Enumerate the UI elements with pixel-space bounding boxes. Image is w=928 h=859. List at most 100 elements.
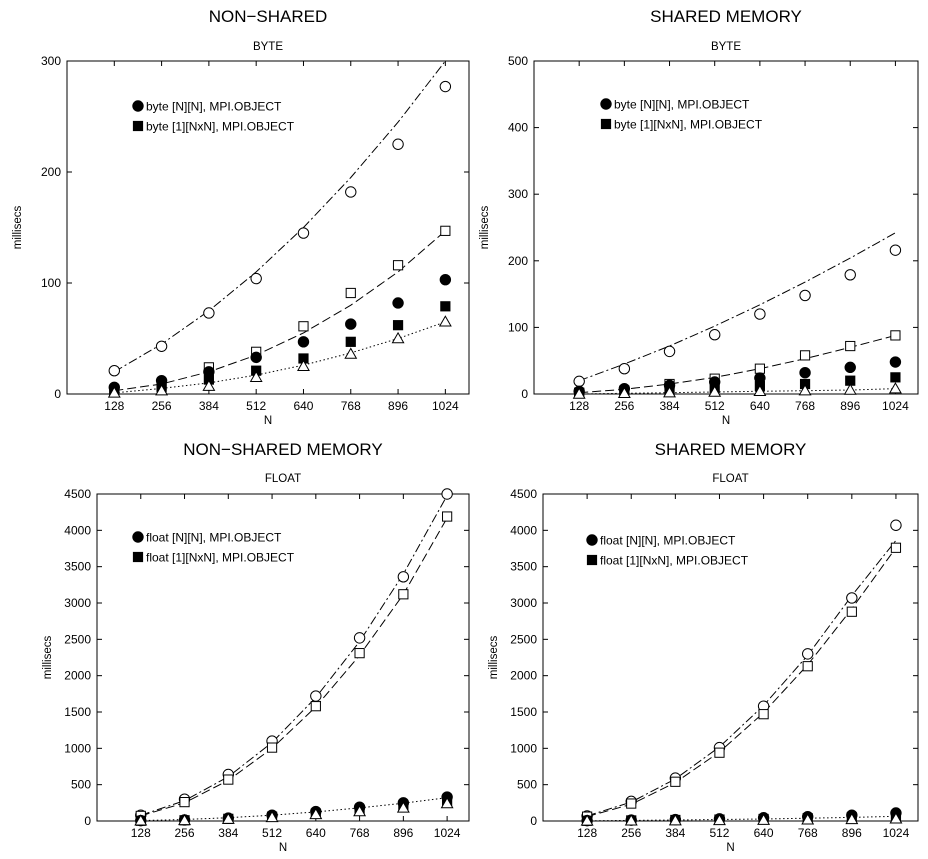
fit-line-dotted [587,815,896,822]
y-tick-label: 3000 [510,596,537,610]
y-tick-label: 200 [41,165,61,179]
data-point-open-circle [155,340,168,352]
data-point-open-triangle [249,370,263,383]
fit-line-dashed [579,334,896,394]
data-point-open-square [845,340,856,352]
data-point-open-triangle [155,384,169,396]
y-tick-label: 200 [508,254,528,268]
chart-title: SHARED MEMORY [650,7,802,26]
data-point-open-square [354,648,365,659]
plot-frame [533,60,919,395]
y-axis-label: millisecs [42,636,54,680]
data-point-open-square [714,747,725,758]
fit-line-dashdot [140,495,448,816]
data-point-open-circle [846,592,858,604]
x-tick-label: 512 [705,399,725,413]
data-point-open-square [754,363,765,374]
data-point-filled-square [345,336,356,347]
y-tick-label: 100 [41,276,61,290]
data-point-filled-circle [889,356,902,368]
legend-label: byte [N][N], MPI.OBJECT [614,98,750,112]
data-point-open-triangle [391,331,405,344]
data-point-open-square [670,776,681,787]
y-tick-label: 1500 [64,705,91,719]
data-point-open-circle [663,345,676,358]
fit-line-dashdot [114,60,446,373]
chart-subtitle: FLOAT [712,473,748,485]
data-point-open-triangle [889,812,903,824]
data-point-open-circle [889,244,902,256]
data-point-open-square [392,260,404,271]
fit-line-dashdot [579,232,896,382]
fit-line-dotted [140,797,448,822]
data-point-open-square [846,606,857,617]
data-point-filled-circle [392,297,404,309]
data-point-filled-circle [345,318,357,330]
x-tick-label: 256 [152,399,172,413]
plot-frame [542,493,919,822]
x-tick-label: 128 [577,826,597,840]
chart-title: NON−SHARED MEMORY [183,440,382,459]
y-tick-label: 0 [521,387,528,401]
panel-2: SHARED MEMORY BYTE 128 256 384 512 640 768 896 10… [479,7,919,427]
legend-marker-filled-square [586,554,598,566]
x-tick-label: 384 [665,826,685,840]
data-point-open-triangle [572,387,586,399]
x-tick-label: 768 [795,399,815,413]
legend-marker-filled-circle [132,100,144,112]
fit-line-dotted [579,388,896,395]
data-point-filled-square [440,301,451,312]
y-tick-label: 300 [508,187,528,201]
y-tick-label: 3500 [64,560,91,574]
legend-marker-filled-square [132,551,144,563]
data-point-filled-circle [439,273,452,286]
data-point-open-triangle [309,807,323,820]
plot-frame [66,60,470,395]
data-point-open-triangle [757,813,771,825]
y-tick-label: 1000 [510,741,537,755]
x-tick-label: 640 [754,826,774,840]
data-point-open-circle [345,186,357,198]
data-point-open-triangle [668,814,682,826]
data-point-open-square [802,661,813,672]
x-tick-label: 768 [341,399,361,413]
data-point-open-square [799,350,811,361]
data-point-open-triangle [221,812,235,824]
x-tick-label: 512 [262,826,282,840]
data-point-open-circle [310,690,322,702]
data-point-open-triangle [798,384,812,396]
x-tick-label: 1024 [432,399,459,413]
legend-label: float [N][N], MPI.OBJECT [146,531,282,545]
data-point-open-circle [441,488,453,500]
y-tick-label: 300 [41,54,61,68]
x-tick-label: 896 [388,399,408,413]
data-point-open-triangle [845,812,859,825]
data-point-open-triangle [663,386,676,398]
data-point-open-triangle [107,386,121,398]
y-tick-label: 2000 [510,669,537,683]
y-axis-label: millisecs [479,206,491,250]
x-tick-label: 896 [840,399,860,413]
data-point-open-circle [108,364,120,377]
y-tick-label: 500 [71,778,91,792]
data-point-open-square [310,701,321,712]
data-point-open-circle [250,272,262,285]
data-point-open-triangle [344,347,358,359]
chart-title: NON−SHARED [209,7,328,26]
legend-marker-filled-circle [132,531,144,543]
legend-label: float [N][N], MPI.OBJECT [600,534,736,548]
y-axis-label: millisecs [12,206,24,250]
data-point-open-triangle [753,384,767,397]
data-point-filled-square [392,320,404,331]
y-tick-label: 1500 [510,705,537,719]
x-tick-label: 1024 [882,399,909,413]
x-tick-label: 896 [393,826,413,840]
y-tick-label: 0 [54,387,61,401]
legend-label: byte [N][N], MPI.OBJECT [146,100,282,114]
data-point-open-square [266,742,278,753]
legend-marker-filled-circle [600,98,612,110]
fit-line-dashed [140,517,448,817]
y-tick-label: 2500 [510,632,537,646]
data-point-open-triangle [440,796,454,809]
